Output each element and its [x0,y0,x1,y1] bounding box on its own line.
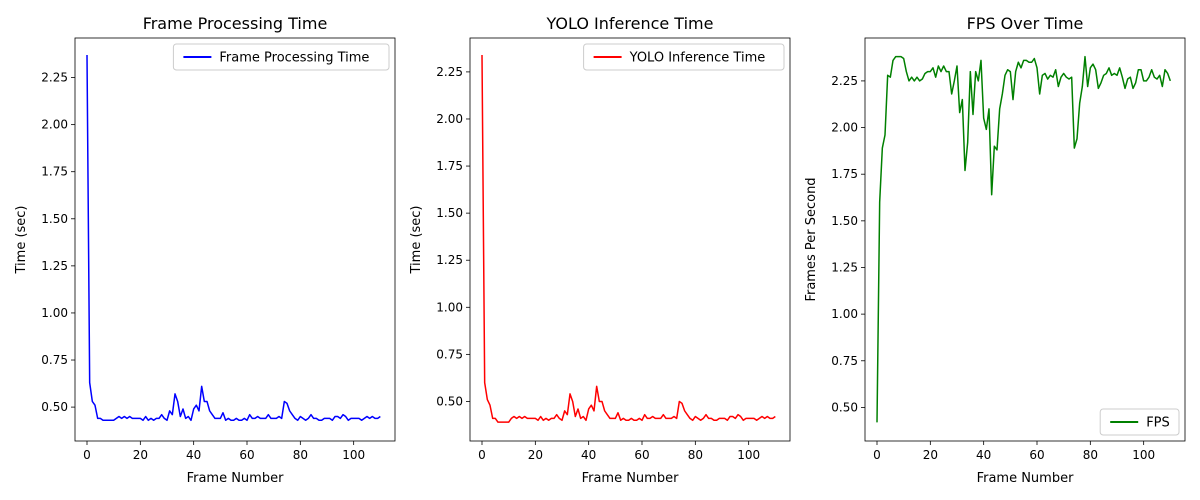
y-tick-label: 1.00 [436,300,463,314]
y-tick-label: 2.25 [41,71,68,85]
x-axis-label: Frame Number [977,471,1075,486]
y-tick-label: 0.50 [831,400,858,414]
x-tick-label: 40 [581,448,596,462]
x-tick-label: 20 [528,448,543,462]
x-tick-label: 0 [873,448,881,462]
series-line [86,54,381,422]
x-axis-label: Frame Number [582,471,680,486]
y-tick-label: 0.75 [831,354,858,368]
y-tick-label: 1.25 [831,260,858,274]
chart-panel-1: Frame Processing Time 0 20 40 60 80 100 0.50 0.7… [14,14,396,486]
y-tick-label: 1.75 [831,167,858,181]
x-tick-label: 0 [83,448,91,462]
y-tick-label: 1.50 [831,214,858,228]
y-tick-label: 2.00 [41,118,68,132]
y-axis-label: Frames Per Second [804,177,819,301]
x-tick-label: 80 [1083,448,1098,462]
y-tick-label: 2.25 [436,65,463,79]
x-tick-label: 60 [634,448,649,462]
y-tick-label: 1.75 [436,159,463,173]
x-tick-label: 80 [293,448,308,462]
x-tick-label: 20 [923,448,938,462]
legend-box [583,43,785,71]
plot-frame [469,37,791,442]
chart-title: FPS Over Time [967,14,1084,33]
series-line [481,54,776,423]
x-tick-label: 20 [133,448,148,462]
chart-panel-3: FPS Over Time 0 20 40 60 80 100 0.50 0.75 1.00 1.2… [804,14,1186,486]
x-tick-label: 100 [342,448,365,462]
chart-title: YOLO Inference Time [546,14,714,33]
x-tick-label: 100 [1132,448,1155,462]
x-tick-label: 40 [976,448,991,462]
series-line [876,55,1172,423]
x-tick-label: 0 [478,448,486,462]
y-tick-label: 1.50 [41,212,68,226]
y-axis-label: Time (sec) [14,205,29,274]
y-tick-label: 2.00 [831,121,858,135]
y-tick-label: 1.00 [41,306,68,320]
x-axis-label: Frame Number [187,471,285,486]
legend: FPS [1099,408,1180,436]
y-axis-label: Time (sec) [409,205,424,274]
legend-label: FPS [1146,416,1170,431]
y-tick-label: 0.75 [41,353,68,367]
y-tick-label: 2.00 [436,112,463,126]
y-tick-label: 1.50 [436,206,463,220]
y-tick-label: 1.00 [831,307,858,321]
y-tick-label: 0.50 [41,400,68,414]
y-tick-label: 1.25 [436,253,463,267]
y-tick-label: 0.75 [436,347,463,361]
y-tick-label: 2.25 [831,74,858,88]
x-tick-label: 60 [1029,448,1044,462]
legend-box [1099,408,1180,436]
y-tick-label: 1.75 [41,165,68,179]
y-tick-label: 1.25 [41,259,68,273]
legend: YOLO Inference Time [583,43,785,71]
x-tick-label: 100 [737,448,760,462]
chart-title: Frame Processing Time [143,14,328,33]
plot-frame [864,37,1186,442]
y-tick-label: 0.50 [436,394,463,408]
x-tick-label: 80 [688,448,703,462]
legend: Frame Processing Time [172,43,390,71]
legend-label: YOLO Inference Time [629,51,766,66]
x-tick-label: 60 [239,448,254,462]
chart-panel-2: YOLO Inference Time 0 20 40 60 80 100 0.50 0.75 1… [409,14,791,486]
legend-box [172,43,390,71]
plot-frame [74,37,396,442]
legend-label: Frame Processing Time [219,51,369,66]
x-tick-label: 40 [186,448,201,462]
